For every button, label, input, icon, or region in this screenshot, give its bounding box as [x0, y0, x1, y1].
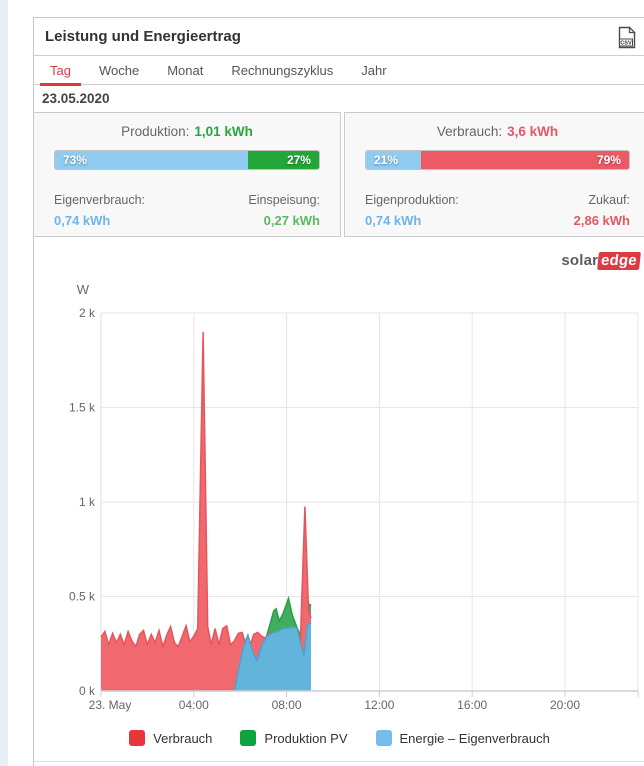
tab-monat[interactable]: Monat: [167, 63, 204, 78]
consumption-panel: Verbrauch: 3,6 kWh 21% 79% Eigenproduktion…: [344, 112, 644, 237]
self-production-value: 0,74 kWh: [365, 213, 422, 228]
selected-date: 23.05.2020: [42, 91, 110, 106]
date-row: 23.05.2020: [34, 85, 644, 112]
legend-label: Energie – Eigenverbrauch: [399, 730, 550, 746]
legend-item-3[interactable]: Energie – Eigenverbrauch: [375, 730, 550, 746]
feed-in-value: 0,27 kWh: [263, 213, 320, 228]
purchased-value: 2,86 kWh: [573, 213, 630, 228]
tab-jahr[interactable]: Jahr: [361, 63, 387, 78]
card-header: Leistung und Energieertrag CSV: [34, 18, 644, 56]
svg-text:12:00: 12:00: [364, 698, 394, 712]
left-rail: [0, 0, 8, 766]
svg-text:1.5 k: 1.5 k: [69, 401, 96, 415]
csv-icon: CSV: [618, 26, 636, 49]
svg-text:1 k: 1 k: [79, 495, 96, 509]
self-consumption-value: 0,74 kWh: [54, 213, 111, 228]
period-tab-bar: Tag Woche Monat Rechnungszyklus Jahr: [34, 56, 644, 86]
tab-rechnungszyklus[interactable]: Rechnungszyklus: [231, 63, 334, 78]
chart-plot-area[interactable]: W 0 k 0.5 k 1 k 1.5 k 2 k 23. May 04:00 08:00 12:…: [34, 237, 644, 766]
bar-segment: 27%: [247, 151, 319, 169]
svg-text:16:00: 16:00: [457, 698, 487, 712]
production-title-value: 1,01 kWh: [194, 124, 253, 139]
legend-item-2[interactable]: Produktion PV: [240, 730, 348, 746]
feed-in-column: Einspeisung: 0,27 kWh: [248, 193, 320, 228]
production-title: Produktion: 1,01 kWh: [34, 124, 340, 139]
legend-swatch: [129, 730, 146, 746]
csv-export-button[interactable]: CSV: [616, 26, 638, 50]
consumption-ratio-bar: 21% 79%: [365, 150, 630, 170]
production-detail-columns: Eigenverbrauch: 0,74 kWh Einspeisung: 0,…: [54, 193, 320, 228]
svg-text:CSV: CSV: [620, 41, 632, 47]
self-production-column: Eigenproduktion: 0,74 kWh: [365, 193, 459, 228]
self-consumption-label: Eigenverbrauch:: [54, 193, 146, 207]
svg-text:W: W: [77, 282, 90, 297]
svg-text:20:00: 20:00: [550, 698, 580, 712]
solaredge-logo: solar edge: [561, 252, 641, 270]
legend-label: Produktion PV: [264, 730, 348, 746]
svg-text:08:00: 08:00: [272, 698, 302, 712]
legend-item-1[interactable]: Verbrauch: [129, 730, 212, 746]
svg-text:2 k: 2 k: [79, 306, 96, 320]
consumption-title-label: Verbrauch:: [436, 124, 503, 139]
tab-tag[interactable]: Tag: [36, 56, 85, 86]
power-chart: solar edge W 0 k 0.5 k 1 k 1.5 k 2 k 23. May 04:…: [34, 237, 644, 766]
purchased-column: Zukauf: 2,86 kWh: [574, 193, 630, 228]
legend-swatch: [375, 730, 392, 746]
card-title: Leistung und Energieertrag: [45, 28, 241, 45]
logo-text-solar: solar: [561, 252, 599, 269]
bar-segment: 73%: [55, 151, 248, 169]
self-production-label: Eigenproduktion:: [365, 193, 459, 207]
bar-segment: 79%: [421, 151, 629, 169]
feed-in-label: Einspeisung:: [248, 193, 320, 207]
self-consumption-column: Eigenverbrauch: 0,74 kWh: [54, 193, 145, 228]
production-ratio-bar: 73% 27%: [54, 150, 320, 170]
consumption-detail-columns: Eigenproduktion: 0,74 kWh Zukauf: 2,86 k…: [365, 193, 630, 228]
legend-swatch: [240, 730, 257, 746]
chart-legend: Verbrauch Produktion PV Energie – Eigenver…: [34, 730, 644, 746]
svg-text:0.5 k: 0.5 k: [69, 590, 96, 604]
production-panel: Produktion: 1,01 kWh 73% 27% Eigenverbrauc…: [34, 112, 341, 237]
consumption-title-value: 3,6 kWh: [507, 124, 559, 139]
summary-row: Produktion: 1,01 kWh 73% 27% Eigenverbrauc…: [34, 112, 644, 237]
bar-segment: 21%: [366, 151, 422, 169]
tab-woche[interactable]: Woche: [98, 63, 140, 78]
power-energy-card: Leistung und Energieertrag CSV Tag Woche…: [33, 17, 644, 766]
consumption-title: Verbrauch: 3,6 kWh: [345, 124, 644, 139]
svg-text:23. May: 23. May: [89, 698, 132, 712]
chart-bottom-divider: [34, 761, 644, 762]
purchased-label: Zukauf:: [588, 193, 630, 207]
svg-text:0 k: 0 k: [79, 684, 96, 698]
production-title-label: Produktion:: [121, 124, 190, 139]
svg-text:04:00: 04:00: [179, 698, 209, 712]
legend-label: Verbrauch: [153, 730, 213, 746]
